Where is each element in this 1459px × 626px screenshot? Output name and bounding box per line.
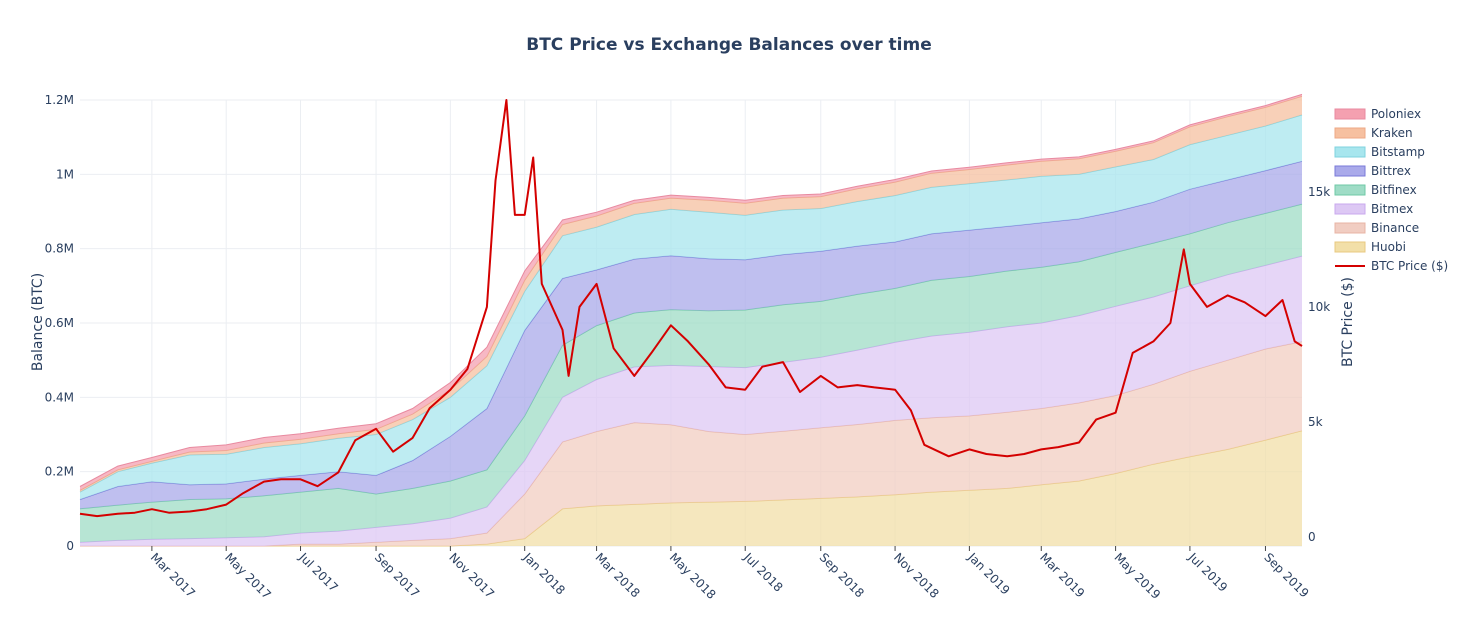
y-tick-label: 1.2M — [45, 93, 74, 107]
legend-label: Kraken — [1371, 126, 1413, 140]
y2-axis-title: BTC Price ($) — [1340, 277, 1356, 367]
x-tick-label: Sep 2017 — [372, 550, 422, 600]
x-tick-label: Nov 2018 — [891, 550, 942, 601]
legend-swatch — [1334, 241, 1366, 253]
legend-item-bitmex[interactable]: Bitmex — [1334, 202, 1413, 216]
y2-tick-label: 0 — [1308, 530, 1316, 544]
x-tick-label: May 2017 — [222, 550, 274, 602]
x-tick-label: Sep 2018 — [817, 550, 867, 600]
legend-swatch — [1334, 184, 1366, 196]
legend-swatch — [1334, 146, 1366, 158]
x-axis: Mar 2017 May 2017 Jul 2017 Sep 2017 Nov 2017… — [148, 546, 1312, 602]
legend-label: Bitstamp — [1371, 145, 1425, 159]
x-tick-label: Jan 2018 — [520, 550, 568, 598]
legend: Poloniex Kraken Bitstamp Bittrex Bitfinex Bit… — [1334, 107, 1448, 273]
x-tick-label: Nov 2017 — [446, 550, 497, 601]
legend-label: BTC Price ($) — [1371, 259, 1448, 273]
legend-item-kraken[interactable]: Kraken — [1334, 126, 1413, 140]
x-tick-label: Jan 2019 — [965, 550, 1013, 598]
legend-label: Binance — [1371, 221, 1419, 235]
y-axis-title: Balance (BTC) — [30, 273, 46, 371]
legend-label: Huobi — [1371, 240, 1406, 254]
y2-tick-label: 5k — [1308, 415, 1323, 429]
x-tick-label: Sep 2019 — [1261, 550, 1311, 600]
x-tick-label: Mar 2019 — [1037, 550, 1087, 600]
area-bitfinex — [80, 204, 1302, 543]
legend-swatch — [1334, 203, 1366, 215]
legend-item-bitfinex[interactable]: Bitfinex — [1334, 183, 1417, 197]
x-tick-label: Mar 2018 — [592, 550, 642, 600]
legend-swatch — [1334, 127, 1366, 139]
y-axis-right: 0 5k 10k 15k — [1308, 185, 1330, 544]
legend-item-bittrex[interactable]: Bittrex — [1334, 164, 1411, 178]
y-tick-label: 0 — [66, 539, 74, 553]
legend-label: Bittrex — [1371, 164, 1411, 178]
legend-label: Bitfinex — [1371, 183, 1417, 197]
legend-label: Poloniex — [1371, 107, 1421, 121]
y2-tick-label: 10k — [1308, 300, 1330, 314]
area-huobi — [80, 430, 1302, 546]
legend-swatch — [1334, 165, 1366, 177]
legend-swatch — [1334, 222, 1366, 234]
area-kraken — [80, 96, 1302, 493]
x-tick-label: Jul 2017 — [296, 550, 341, 595]
y-tick-label: 0.4M — [45, 390, 74, 404]
legend-item-btc-price[interactable]: BTC Price ($) — [1335, 259, 1448, 273]
area-binance — [80, 341, 1302, 546]
area-bitstamp — [80, 114, 1302, 500]
area-poloniex — [80, 94, 1302, 491]
legend-item-huobi[interactable]: Huobi — [1334, 240, 1406, 254]
y-tick-label: 0.6M — [45, 316, 74, 330]
legend-item-poloniex[interactable]: Poloniex — [1334, 107, 1421, 121]
x-tick-label: May 2019 — [1111, 550, 1163, 602]
y-tick-label: 0.8M — [45, 242, 74, 256]
chart-title: BTC Price vs Exchange Balances over time — [526, 35, 931, 55]
stacked-areas — [79, 93, 1303, 547]
x-tick-label: Jul 2019 — [1185, 550, 1230, 595]
price-line-layer — [79, 99, 1303, 518]
legend-item-bitstamp[interactable]: Bitstamp — [1334, 145, 1425, 159]
legend-item-binance[interactable]: Binance — [1334, 221, 1419, 235]
area-edge-poloniex — [79, 93, 1303, 487]
x-tick-label: Jul 2018 — [740, 550, 785, 595]
y-tick-label: 1M — [56, 167, 74, 181]
area-bittrex — [80, 161, 1302, 509]
legend-label: Bitmex — [1371, 202, 1413, 216]
legend-swatch — [1334, 108, 1366, 120]
price-line — [79, 99, 1303, 518]
x-tick-label: May 2018 — [667, 550, 719, 602]
x-tick-label: Mar 2017 — [148, 550, 198, 600]
y2-tick-label: 15k — [1308, 185, 1330, 199]
y-axis-left: 0 0.2M 0.4M 0.6M 0.8M 1M 1.2M — [45, 93, 74, 553]
y-tick-label: 0.2M — [45, 465, 74, 479]
